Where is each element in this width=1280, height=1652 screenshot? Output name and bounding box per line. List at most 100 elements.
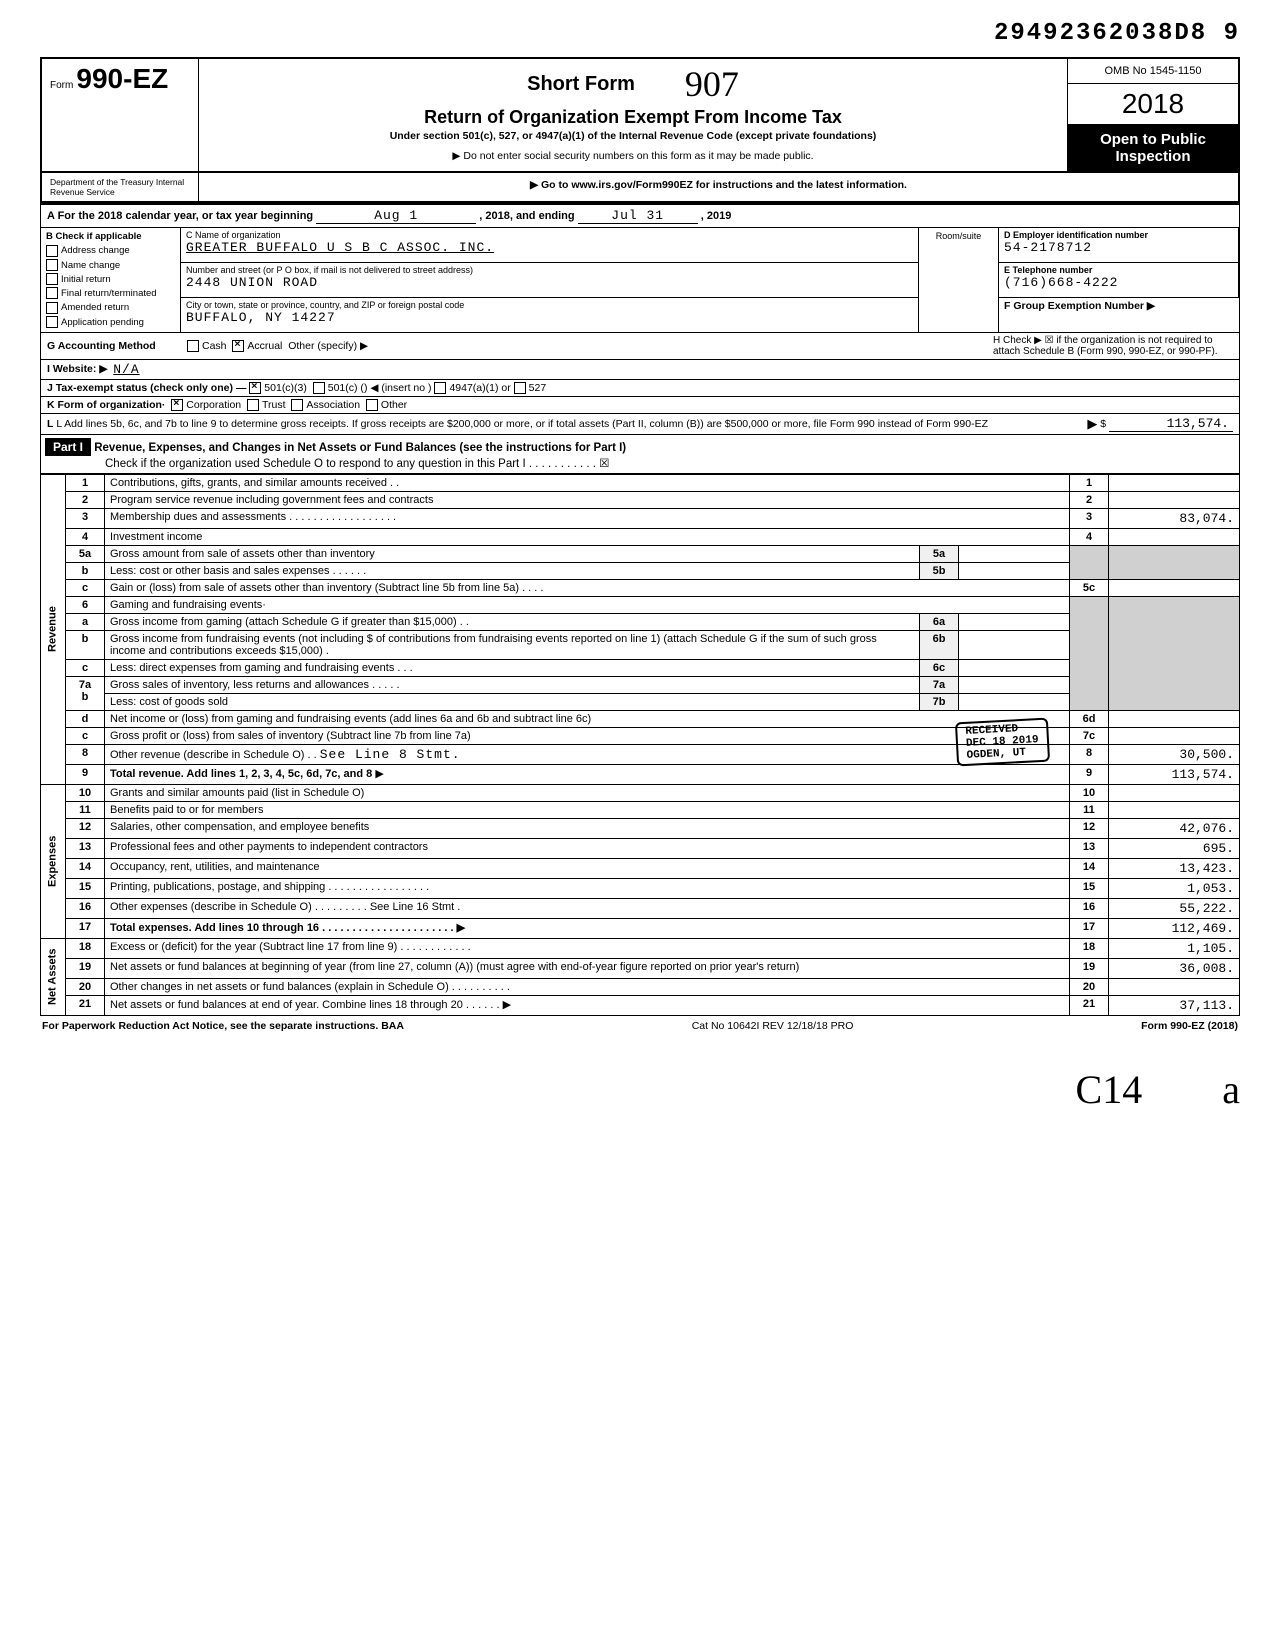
line5c-desc: Gain or (loss) from sale of assets other… xyxy=(105,579,1070,596)
website-val: N/A xyxy=(113,362,139,377)
cb-name[interactable] xyxy=(46,259,58,271)
line14-desc: Occupancy, rent, utilities, and maintena… xyxy=(105,858,1070,878)
open-to-public: Open to Public Inspection xyxy=(1068,125,1238,171)
stamp-line3: OGDEN, UT xyxy=(967,747,1027,762)
k-other: Other xyxy=(381,399,407,411)
handwritten-number: 907 xyxy=(685,63,739,105)
line-8: 8Other revenue (describe in Schedule O) … xyxy=(41,744,1240,764)
mid-7b: 7b xyxy=(920,693,959,710)
footer-right: Form 990-EZ (2018) xyxy=(1141,1020,1238,1032)
cb-cash[interactable] xyxy=(187,340,199,352)
checkbox-b-col: B Check if applicable Address change Nam… xyxy=(41,228,181,333)
section-a-text: A For the 2018 calendar year, or tax yea… xyxy=(47,210,313,222)
line3-amt: 83,074. xyxy=(1109,508,1240,528)
line-6c: cLess: direct expenses from gaming and f… xyxy=(41,659,1240,676)
e-label: E Telephone number xyxy=(1004,265,1092,275)
line8-note: See Line 8 Stmt. xyxy=(320,747,461,762)
line21-amt: 37,113. xyxy=(1109,995,1240,1015)
cb-assoc[interactable] xyxy=(291,399,303,411)
org-name-cell: C Name of organization GREATER BUFFALO U… xyxy=(181,228,919,263)
line-12: 12Salaries, other compensation, and empl… xyxy=(41,818,1240,838)
line-6b: bGross income from fundraising events (n… xyxy=(41,630,1240,659)
cb-label-1: Name change xyxy=(61,260,120,271)
line8-amt: 30,500. xyxy=(1109,744,1240,764)
mid-5b: 5b xyxy=(920,562,959,579)
cb-527[interactable] xyxy=(514,382,526,394)
line-10: Expenses 10Grants and similar amounts pa… xyxy=(41,784,1240,801)
expenses-sidebar: Expenses xyxy=(41,784,66,938)
form-header: Form 990-EZ Short Form 907 Return of Org… xyxy=(40,57,1240,173)
line-20: 20Other changes in net assets or fund ba… xyxy=(41,978,1240,995)
cb-initial[interactable] xyxy=(46,273,58,285)
part1-title: Revenue, Expenses, and Changes in Net As… xyxy=(94,442,626,454)
line13-amt: 695. xyxy=(1109,838,1240,858)
cb-corp[interactable] xyxy=(171,399,183,411)
cb-label-5: Application pending xyxy=(61,317,144,328)
line-6d: dNet income or (loss) from gaming and fu… xyxy=(41,710,1240,727)
line11-desc: Benefits paid to or for members xyxy=(105,801,1070,818)
row-i: I Website: ▶ N/A xyxy=(40,360,1240,380)
cb-amended[interactable] xyxy=(46,302,58,314)
line-1: Revenue 1Contributions, gifts, grants, a… xyxy=(41,474,1240,491)
line-6: 6Gaming and fundraising events· xyxy=(41,596,1240,613)
k-trust: Trust xyxy=(262,399,286,411)
row-l: L L Add lines 5b, 6c, and 7b to line 9 t… xyxy=(40,414,1240,435)
tax-year: 2018 xyxy=(1068,84,1238,125)
cb-label-0: Address change xyxy=(61,245,130,256)
j-opt4: 527 xyxy=(529,382,547,394)
line6c-desc: Less: direct expenses from gaming and fu… xyxy=(105,659,920,676)
cb-trust[interactable] xyxy=(247,399,259,411)
k-label: K Form of organization· xyxy=(47,399,165,411)
title-cell: Short Form 907 Return of Organization Ex… xyxy=(199,59,1068,171)
room-label: Room/suite xyxy=(936,231,982,241)
line17-desc: Total expenses. Add lines 10 through 16 … xyxy=(110,922,465,934)
footer-left: For Paperwork Reduction Act Notice, see … xyxy=(42,1020,404,1032)
line7b-desc: Less: cost of goods sold xyxy=(105,693,920,710)
cb-501c[interactable] xyxy=(313,382,325,394)
netassets-sidebar: Net Assets xyxy=(41,938,66,1015)
line4-amt xyxy=(1109,528,1240,545)
phone: (716)668-4222 xyxy=(1004,275,1233,290)
omb-cell: OMB No 1545-1150 2018 Open to Public Ins… xyxy=(1068,59,1238,171)
line21-desc: Net assets or fund balances at end of ye… xyxy=(105,995,1070,1015)
line-18: Net Assets 18Excess or (deficit) for the… xyxy=(41,938,1240,958)
lines-table: Revenue 1Contributions, gifts, grants, a… xyxy=(40,474,1240,1016)
line18-desc: Excess or (deficit) for the year (Subtra… xyxy=(105,938,1070,958)
part1-check: Check if the organization used Schedule … xyxy=(105,458,609,470)
cb-final[interactable] xyxy=(46,287,58,299)
cb-pending[interactable] xyxy=(46,316,58,328)
cb-address[interactable] xyxy=(46,245,58,257)
part1-header-row: Part I Revenue, Expenses, and Changes in… xyxy=(40,435,1240,474)
line-16: 16Other expenses (describe in Schedule O… xyxy=(41,898,1240,918)
line8-desc: Other revenue (describe in Schedule O) .… xyxy=(110,749,317,761)
row-k: K Form of organization· Corporation Trus… xyxy=(40,397,1240,414)
initials-2: a xyxy=(1222,1067,1240,1112)
line2-desc: Program service revenue including govern… xyxy=(105,491,1070,508)
j-opt2: 501(c) ( xyxy=(328,382,364,394)
line-4: 4Investment income4 xyxy=(41,528,1240,545)
line-3: 3Membership dues and assessments . . . .… xyxy=(41,508,1240,528)
ein-cell: D Employer identification number 54-2178… xyxy=(999,228,1239,263)
cb-4947[interactable] xyxy=(434,382,446,394)
addr-label: Number and street (or P O box, if mail i… xyxy=(186,265,913,275)
cb-501c3[interactable] xyxy=(249,382,261,394)
line2-amt xyxy=(1109,491,1240,508)
line18-amt: 1,105. xyxy=(1109,938,1240,958)
document-id: 29492362038D8 9 xyxy=(40,20,1240,47)
part1-badge: Part I xyxy=(45,438,91,456)
line1-amt xyxy=(1109,474,1240,491)
g-accrual: Accrual xyxy=(247,340,282,352)
line-17: 17Total expenses. Add lines 10 through 1… xyxy=(41,918,1240,938)
year-end: Jul 31 xyxy=(578,208,698,224)
line20-desc: Other changes in net assets or fund bala… xyxy=(105,978,1070,995)
line19-desc: Net assets or fund balances at beginning… xyxy=(105,958,1070,978)
line-7c: c Gross profit or (loss) from sales of i… xyxy=(41,727,1240,744)
cb-label-4: Amended return xyxy=(61,302,129,313)
city-cell: City or town, state or province, country… xyxy=(181,298,919,333)
cb-other[interactable] xyxy=(366,399,378,411)
line4-desc: Investment income xyxy=(105,528,1070,545)
received-stamp: RECEIVED DEC 18 2019 OGDEN, UT xyxy=(955,717,1050,766)
cb-accrual[interactable] xyxy=(232,340,244,352)
c-label: C Name of organization xyxy=(186,230,913,240)
g-cash: Cash xyxy=(202,340,227,352)
